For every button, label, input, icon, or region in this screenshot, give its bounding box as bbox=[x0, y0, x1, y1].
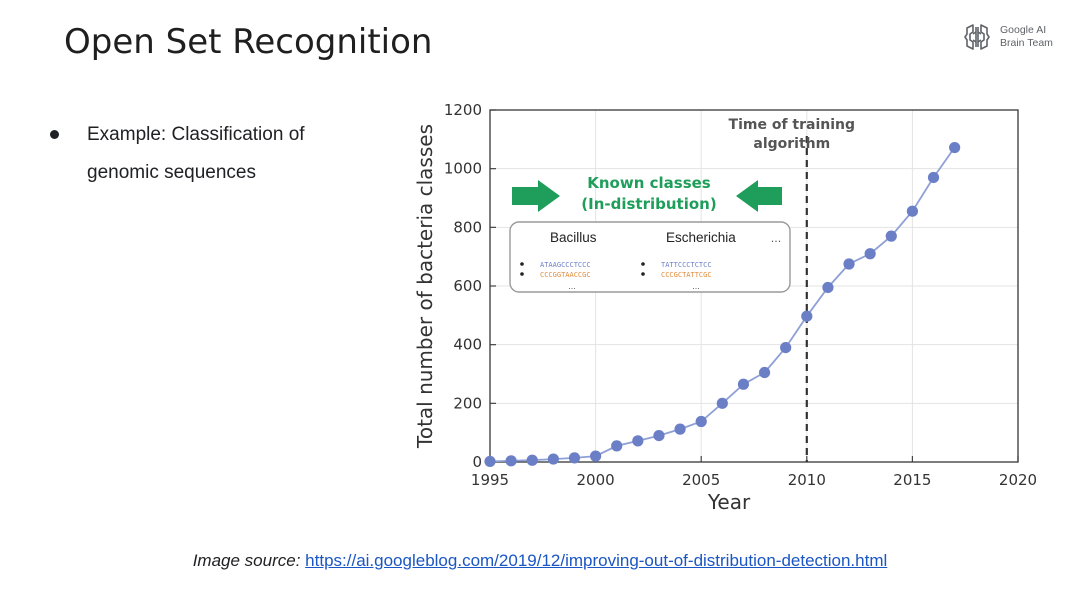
bullet-item: Example: Classification of genomic seque… bbox=[48, 116, 378, 192]
y-tick-label: 200 bbox=[453, 394, 482, 412]
data-point bbox=[737, 378, 750, 390]
slide-title: Open Set Recognition bbox=[64, 22, 433, 62]
data-point bbox=[590, 450, 602, 462]
y-tick-label: 0 bbox=[472, 453, 482, 471]
inset-column-name: Escherichia bbox=[666, 230, 736, 245]
data-point bbox=[526, 454, 538, 466]
inset-box bbox=[509, 221, 791, 293]
training-time-label-line2: algorithm bbox=[753, 136, 830, 152]
data-point bbox=[653, 430, 665, 442]
image-source-link[interactable]: https://ai.googleblog.com/2019/12/improv… bbox=[305, 551, 888, 570]
data-point bbox=[674, 423, 686, 435]
data-point bbox=[547, 453, 559, 465]
inset-bullet-icon bbox=[520, 262, 524, 266]
image-source-label: Image source: bbox=[192, 551, 301, 570]
data-point bbox=[758, 366, 771, 379]
known-classes-label-line1: Known classes bbox=[587, 174, 711, 192]
y-axis-label: Total number of bacteria classes bbox=[413, 124, 437, 449]
inset-ellipsis: ... bbox=[771, 232, 782, 245]
bullet-dot-icon bbox=[50, 130, 59, 139]
training-time-label-line1: Time of training bbox=[729, 117, 856, 133]
right-arrow-icon bbox=[512, 180, 560, 212]
y-tick-label: 400 bbox=[453, 336, 482, 354]
data-point bbox=[843, 258, 855, 270]
series-line bbox=[489, 146, 956, 463]
data-point bbox=[568, 452, 581, 464]
data-point bbox=[484, 455, 496, 468]
x-tick-label: 2015 bbox=[893, 471, 931, 489]
data-point bbox=[801, 310, 813, 322]
y-tick-label: 800 bbox=[453, 218, 482, 236]
bullet-list: Example: Classification of genomic seque… bbox=[48, 116, 378, 192]
inset-column-more: ... bbox=[568, 282, 576, 291]
inset-sequence: TATTCCCTCTCC bbox=[661, 261, 712, 269]
x-tick-label: 2005 bbox=[682, 471, 720, 489]
left-arrow-icon bbox=[736, 180, 782, 212]
data-point bbox=[906, 205, 918, 217]
bullet-text: Example: Classification of genomic seque… bbox=[87, 124, 305, 183]
data-point bbox=[505, 455, 517, 467]
x-tick-label: 2010 bbox=[788, 471, 826, 489]
x-axis-label: Year bbox=[707, 490, 751, 514]
data-point bbox=[885, 230, 897, 242]
data-point bbox=[780, 342, 792, 354]
logo-text-line2: Brain Team bbox=[1000, 37, 1053, 49]
data-point bbox=[864, 248, 876, 260]
inset-sequence: ATAAGCCCTCCC bbox=[540, 261, 591, 269]
data-point bbox=[927, 171, 940, 184]
y-tick-label: 600 bbox=[453, 277, 482, 295]
x-tick-label: 2000 bbox=[577, 471, 615, 489]
logo-text-line1: Google AI bbox=[1000, 24, 1047, 36]
data-point bbox=[632, 435, 644, 447]
google-ai-logo: Google AI Brain Team bbox=[962, 22, 1072, 56]
inset-bullet-icon bbox=[520, 272, 524, 276]
known-classes-label-line2: (In-distribution) bbox=[581, 195, 716, 213]
google-ai-brain-logo-icon bbox=[964, 24, 990, 50]
inset-sequence: CCCGCTATTCGC bbox=[661, 271, 712, 279]
data-point bbox=[949, 141, 961, 154]
inset-column-name: Bacillus bbox=[550, 230, 597, 245]
inset-bullet-icon bbox=[641, 262, 645, 266]
inset-column-more: ... bbox=[692, 282, 700, 291]
y-tick-label: 1000 bbox=[444, 160, 482, 178]
data-point bbox=[611, 440, 623, 452]
data-point bbox=[716, 397, 728, 409]
x-tick-label: 2020 bbox=[999, 471, 1037, 489]
data-point bbox=[695, 415, 707, 428]
x-tick-label: 1995 bbox=[471, 471, 509, 489]
y-tick-label: 1200 bbox=[444, 101, 482, 119]
inset-bullet-icon bbox=[641, 272, 645, 276]
image-source: Image source: https://ai.googleblog.com/… bbox=[0, 551, 1080, 571]
bacteria-classes-chart: 1995 2000 2005 2010 2015 2020 0 200 400 600 800 100… bbox=[413, 101, 1037, 514]
data-point bbox=[822, 281, 834, 294]
inset-sequence: CCCGGTAACCGC bbox=[540, 271, 591, 279]
